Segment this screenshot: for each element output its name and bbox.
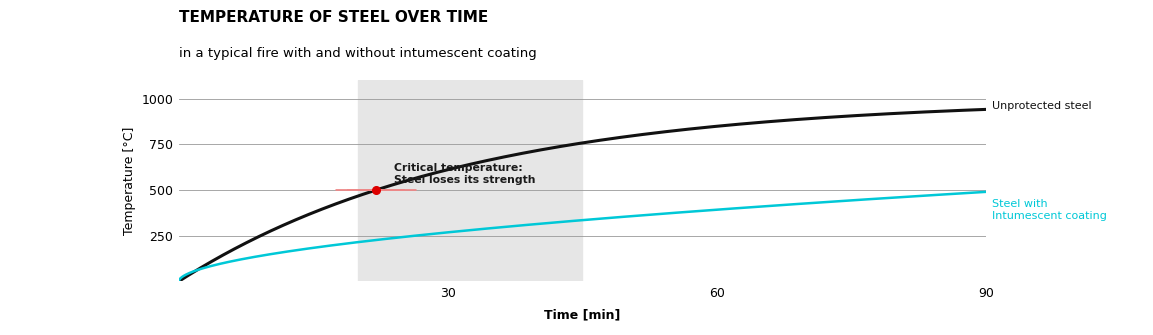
Bar xyxy=(359,80,582,281)
Text: Critical temperature:
Steel loses its strength: Critical temperature: Steel loses its st… xyxy=(394,163,535,185)
Text: TEMPERATURE OF STEEL OVER TIME: TEMPERATURE OF STEEL OVER TIME xyxy=(179,10,488,25)
Text: Steel with
Intumescent coating: Steel with Intumescent coating xyxy=(992,199,1107,221)
Text: Unprotected steel: Unprotected steel xyxy=(992,101,1091,111)
Text: in a typical fire with and without intumescent coating: in a typical fire with and without intum… xyxy=(179,47,536,60)
X-axis label: Time [min]: Time [min] xyxy=(544,308,620,321)
Y-axis label: Temperature [°C]: Temperature [°C] xyxy=(122,127,136,235)
